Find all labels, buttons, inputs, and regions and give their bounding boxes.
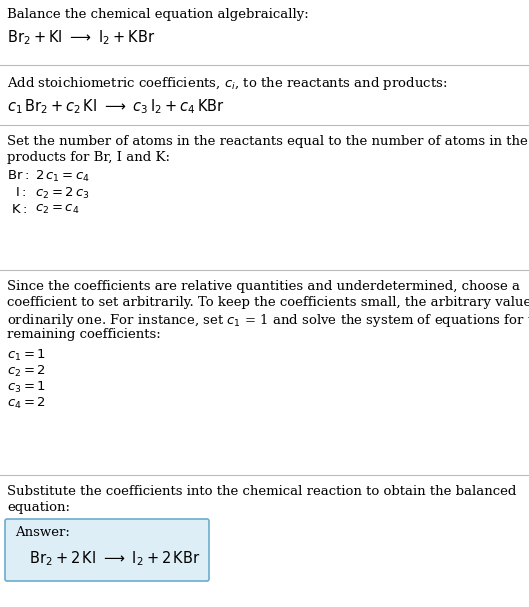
- FancyBboxPatch shape: [5, 519, 209, 581]
- Text: Set the number of atoms in the reactants equal to the number of atoms in the: Set the number of atoms in the reactants…: [7, 135, 528, 148]
- Text: Answer:: Answer:: [15, 526, 70, 539]
- Text: $\mathrm{Br{:}}$: $\mathrm{Br{:}}$: [7, 169, 29, 182]
- Text: $c_1\,\mathrm{Br_2} + c_2\,\mathrm{KI}\ {\longrightarrow}\ c_3\,\mathrm{I_2} + c: $c_1\,\mathrm{Br_2} + c_2\,\mathrm{KI}\ …: [7, 97, 225, 116]
- Text: products for Br, I and K:: products for Br, I and K:: [7, 151, 170, 164]
- Text: Since the coefficients are relative quantities and underdetermined, choose a: Since the coefficients are relative quan…: [7, 280, 520, 293]
- Text: $2\,c_1 = c_4$: $2\,c_1 = c_4$: [35, 169, 90, 184]
- Text: ordinarily one. For instance, set $c_1$ = 1 and solve the system of equations fo: ordinarily one. For instance, set $c_1$ …: [7, 312, 529, 329]
- Text: remaining coefficients:: remaining coefficients:: [7, 328, 161, 341]
- Text: $c_2 = 2$: $c_2 = 2$: [7, 364, 46, 379]
- Text: $\mathrm{I{:}}$: $\mathrm{I{:}}$: [15, 186, 26, 199]
- Text: $c_3 = 1$: $c_3 = 1$: [7, 380, 46, 395]
- Text: coefficient to set arbitrarily. To keep the coefficients small, the arbitrary va: coefficient to set arbitrarily. To keep …: [7, 296, 529, 309]
- Text: $\mathrm{K{:}}$: $\mathrm{K{:}}$: [11, 203, 27, 216]
- Text: $c_2 = 2\,c_3$: $c_2 = 2\,c_3$: [35, 186, 90, 201]
- Text: equation:: equation:: [7, 501, 70, 514]
- Text: Balance the chemical equation algebraically:: Balance the chemical equation algebraica…: [7, 8, 309, 21]
- Text: $c_4 = 2$: $c_4 = 2$: [7, 396, 46, 411]
- Text: Substitute the coefficients into the chemical reaction to obtain the balanced: Substitute the coefficients into the che…: [7, 485, 516, 498]
- Text: $\mathrm{Br_2 + KI \ {\longrightarrow}\ I_2 + KBr}$: $\mathrm{Br_2 + KI \ {\longrightarrow}\ …: [7, 28, 156, 47]
- Text: $\mathrm{Br_2 + 2\,KI\ {\longrightarrow}\ I_2 + 2\,KBr}$: $\mathrm{Br_2 + 2\,KI\ {\longrightarrow}…: [29, 549, 200, 568]
- Text: $c_1 = 1$: $c_1 = 1$: [7, 348, 46, 363]
- Text: $c_2 = c_4$: $c_2 = c_4$: [35, 203, 79, 216]
- Text: Add stoichiometric coefficients, $c_i$, to the reactants and products:: Add stoichiometric coefficients, $c_i$, …: [7, 75, 448, 92]
